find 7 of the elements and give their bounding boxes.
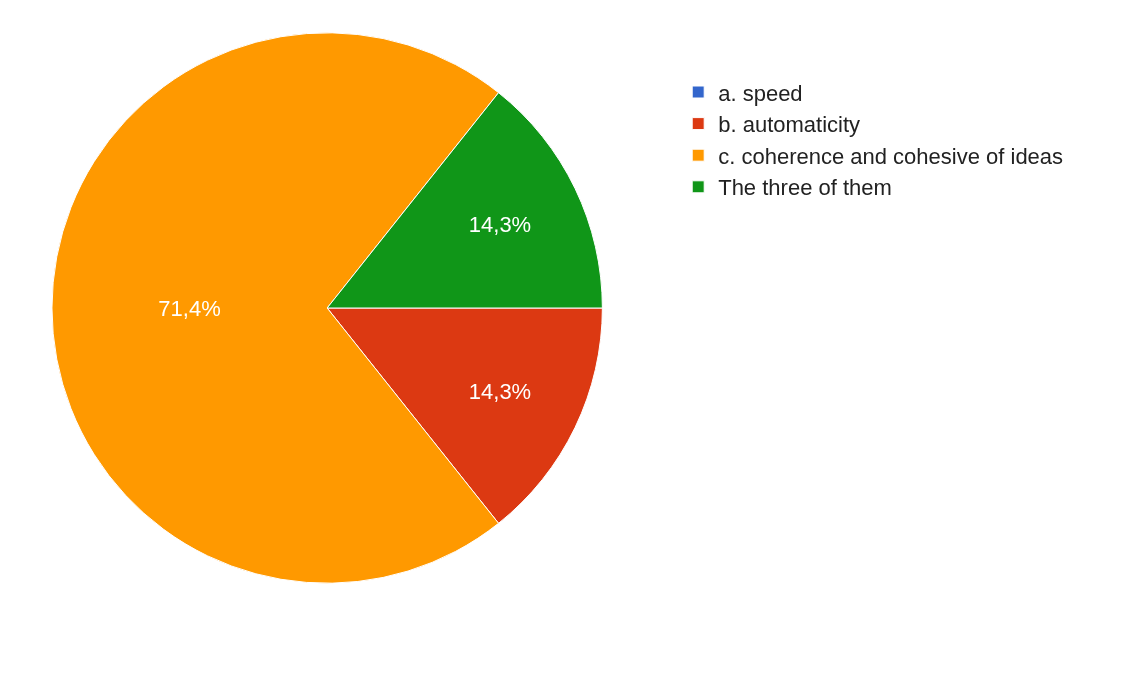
legend-label: The three of them [718, 175, 892, 201]
data-label: 71,4% [158, 295, 221, 321]
legend-label: c. coherence and cohesive of ideas [718, 143, 1064, 169]
data-label: 14,3% [468, 212, 532, 238]
data-label: 14,3% [468, 378, 532, 404]
legend-label: a. speed [718, 80, 803, 106]
legend-label: b. automaticity [718, 112, 861, 138]
